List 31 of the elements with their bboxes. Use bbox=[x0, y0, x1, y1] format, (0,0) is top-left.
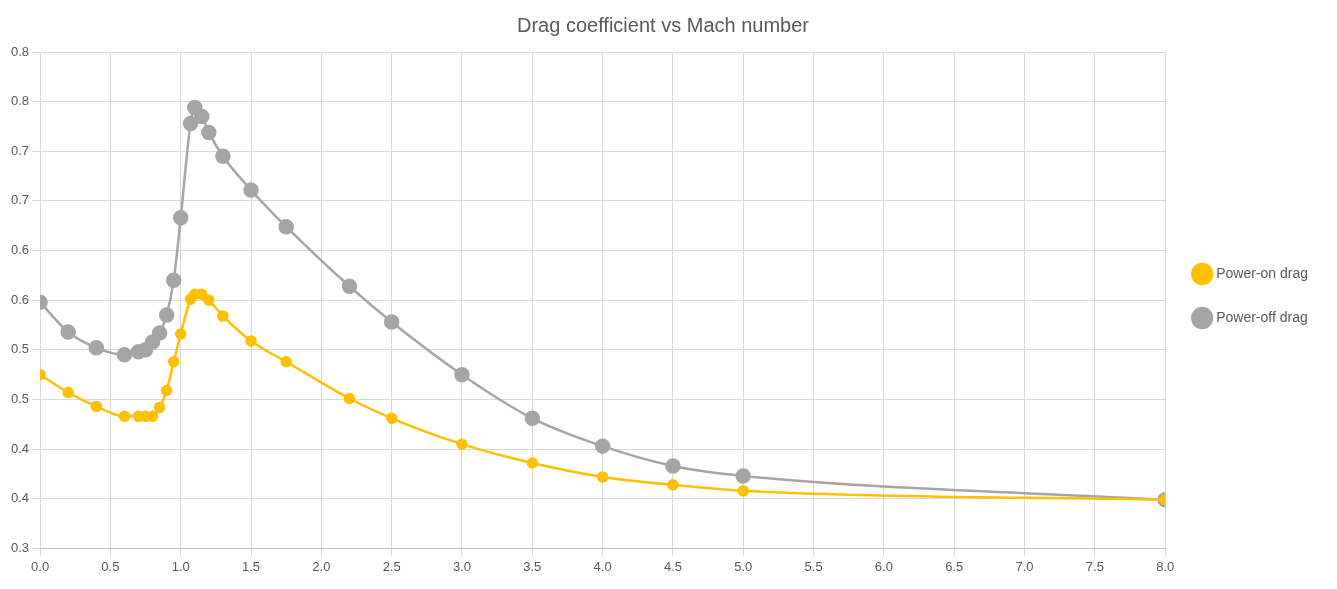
x-tick-label: 2.5 bbox=[382, 558, 401, 574]
x-tick-label: 6.0 bbox=[874, 558, 893, 574]
x-tick-label: 6.5 bbox=[945, 558, 964, 574]
x-tick-label: 1.0 bbox=[171, 558, 190, 574]
x-tick-label: 3.0 bbox=[452, 558, 472, 574]
y-tick-label: 0.3 bbox=[10, 539, 30, 555]
x-tick-label: 1.5 bbox=[241, 558, 261, 574]
x-tick-label: 3.5 bbox=[523, 558, 542, 574]
y-tick-label: 0.6 bbox=[10, 291, 30, 307]
y-tick-label: 0.4 bbox=[10, 490, 30, 506]
x-tick-label: 7.5 bbox=[1085, 558, 1104, 574]
y-tick-label: 0.6 bbox=[10, 242, 30, 258]
chart-title: Drag coefficient vs Mach number bbox=[517, 13, 810, 36]
x-tick-label: 7.0 bbox=[1015, 558, 1034, 574]
legend-label: Power-on drag bbox=[1216, 264, 1308, 281]
x-tick-label: 4.0 bbox=[593, 558, 612, 574]
x-tick-label: 4.5 bbox=[663, 558, 682, 574]
y-tick-label: 0.8 bbox=[10, 93, 30, 109]
y-tick-label: 0.7 bbox=[10, 192, 30, 208]
y-tick-label: 0.8 bbox=[10, 43, 30, 59]
x-tick-label: 0.0 bbox=[31, 558, 50, 574]
y-tick-label: 0.4 bbox=[10, 440, 30, 456]
x-tick-label: 0.5 bbox=[101, 558, 120, 574]
x-tick-label: 5.5 bbox=[804, 558, 823, 574]
legend-label: Power-off drag bbox=[1216, 308, 1308, 325]
y-tick-label: 0.7 bbox=[10, 142, 30, 158]
x-tick-label: 8.0 bbox=[1156, 558, 1175, 574]
x-tick-label: 2.0 bbox=[312, 558, 331, 574]
y-tick-label: 0.5 bbox=[10, 341, 30, 357]
y-tick-label: 0.5 bbox=[10, 391, 30, 407]
x-tick-label: 5.0 bbox=[734, 558, 753, 574]
